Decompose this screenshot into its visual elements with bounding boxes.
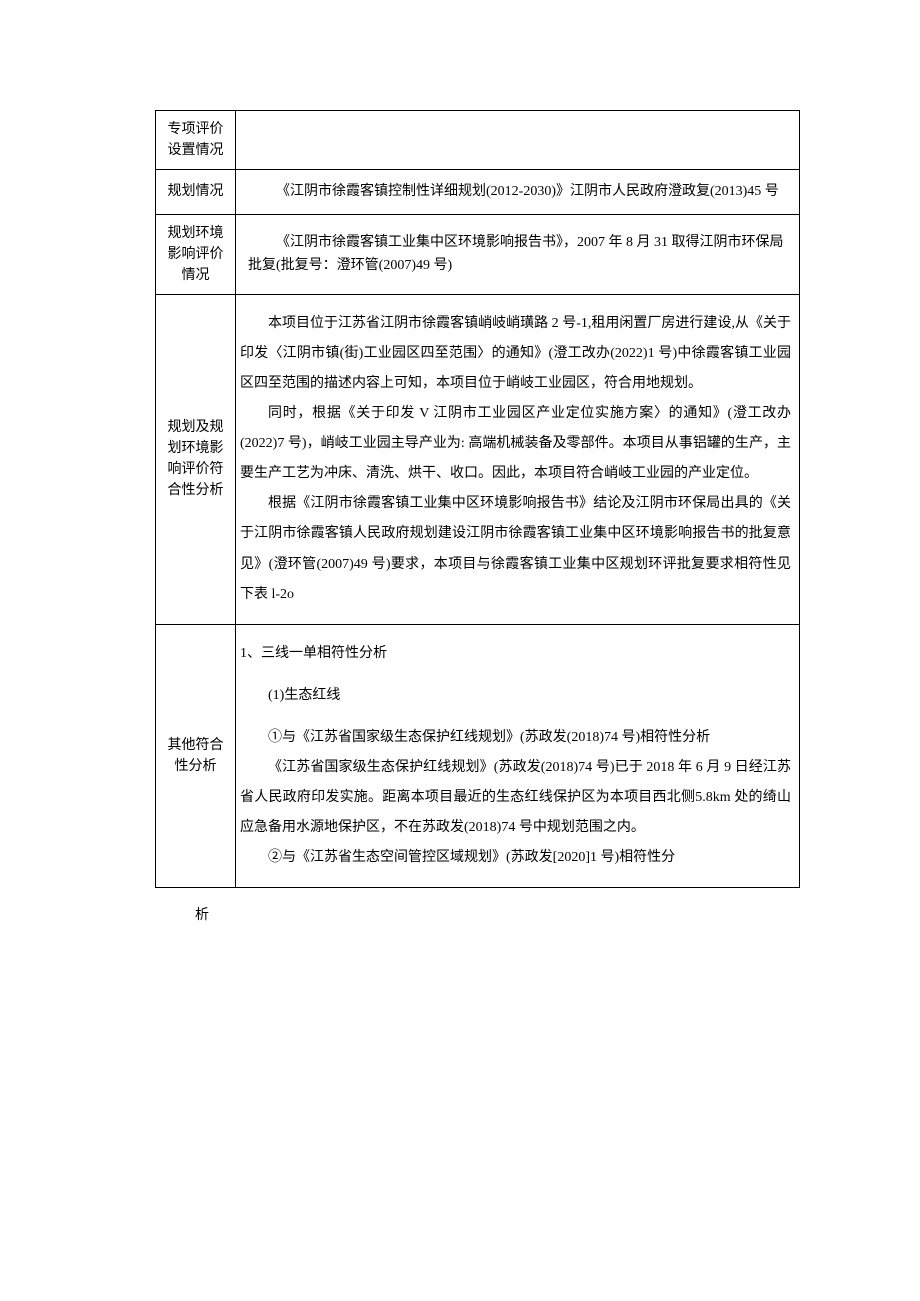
paragraph: 《江苏省国家级生态保护红线规划》(苏政发(2018)74 号)已于 2018 年… <box>240 753 791 843</box>
paragraph: 1、三线一单相符性分析 <box>240 639 791 669</box>
overflow-text: 析 <box>195 902 800 930</box>
row-label-special-eval: 专项评价设置情况 <box>156 111 236 170</box>
table-row: 规划情况 《江阴市徐霞客镇控制性详细规划(2012-2030)》江阴市人民政府澄… <box>156 170 800 215</box>
row-label-other-consistency: 其他符合性分析 <box>156 624 236 888</box>
paragraph: ②与《江苏省生态空间管控区域规划》(苏政发[2020]1 号)相符性分 <box>240 843 791 873</box>
content-text: 《江阴市徐霞客镇控制性详细规划(2012-2030)》江阴市人民政府澄政复(20… <box>276 184 779 199</box>
paragraph: (1)生态红线 <box>240 681 791 711</box>
row-content-planning: 《江阴市徐霞客镇控制性详细规划(2012-2030)》江阴市人民政府澄政复(20… <box>236 170 800 215</box>
table-row: 规划及规划环境影响评价符合性分析 本项目位于江苏省江阴市徐霞客镇峭岐峭璜路 2 … <box>156 294 800 624</box>
row-content-special-eval <box>236 111 800 170</box>
content-text: 《江阴市徐霞客镇工业集中区环境影响报告书》，2007 年 8 月 31 取得江阴… <box>248 235 784 274</box>
paragraph: 本项目位于江苏省江阴市徐霞客镇峭岐峭璜路 2 号-1,租用闲置厂房进行建设,从《… <box>240 309 791 399</box>
document-page: 专项评价设置情况 规划情况 《江阴市徐霞客镇控制性详细规划(2012-2030)… <box>0 0 920 970</box>
paragraph: 根据《江阴市徐霞客镇工业集中区环境影响报告书》结论及江阴市环保局出具的《关于江阴… <box>240 489 791 609</box>
row-content-plan-consistency: 本项目位于江苏省江阴市徐霞客镇峭岐峭璜路 2 号-1,租用闲置厂房进行建设,从《… <box>236 294 800 624</box>
row-content-other-consistency: 1、三线一单相符性分析 (1)生态红线 ①与《江苏省国家级生态保护红线规划》(苏… <box>236 624 800 888</box>
row-label-planning: 规划情况 <box>156 170 236 215</box>
row-label-plan-consistency: 规划及规划环境影响评价符合性分析 <box>156 294 236 624</box>
row-content-plan-env-eval: 《江阴市徐霞客镇工业集中区环境影响报告书》，2007 年 8 月 31 取得江阴… <box>236 214 800 294</box>
compliance-table: 专项评价设置情况 规划情况 《江阴市徐霞客镇控制性详细规划(2012-2030)… <box>155 110 800 888</box>
table-row: 专项评价设置情况 <box>156 111 800 170</box>
paragraph: ①与《江苏省国家级生态保护红线规划》(苏政发(2018)74 号)相符性分析 <box>240 723 791 753</box>
table-row: 规划环境影响评价情况 《江阴市徐霞客镇工业集中区环境影响报告书》，2007 年 … <box>156 214 800 294</box>
paragraph: 同时，根据《关于印发 V 江阴市工业园区产业定位实施方案〉的通知》(澄工改办 (… <box>240 399 791 489</box>
table-row: 其他符合性分析 1、三线一单相符性分析 (1)生态红线 ①与《江苏省国家级生态保… <box>156 624 800 888</box>
row-label-plan-env-eval: 规划环境影响评价情况 <box>156 214 236 294</box>
